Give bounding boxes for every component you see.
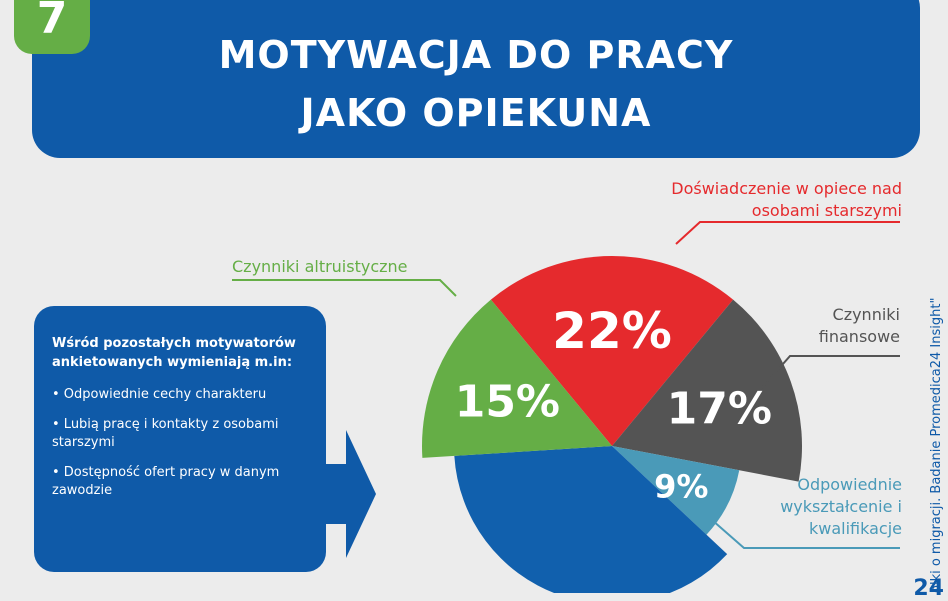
info-item: • Odpowiednie cechy charakteru (52, 387, 267, 402)
leader-line-teal (711, 519, 900, 549)
leader-line-red (675, 221, 900, 245)
logo-fragment: 24 (913, 576, 944, 601)
section-number-badge: 7 (14, 0, 90, 54)
slice-label-red: Doświadczenie w opiece nad osobami stars… (671, 179, 902, 220)
slice-green (422, 299, 612, 458)
slice-grey (612, 299, 803, 482)
value-label-red: 22% (552, 302, 672, 360)
page-title: MOTYWACJA DO PRACY JAKO OPIEKUNA (32, 26, 920, 142)
title-line-2: JAKO OPIEKUNA (300, 91, 652, 135)
arrow-icon (326, 430, 376, 558)
slice-red (490, 256, 734, 446)
value-label-green: 15% (455, 377, 560, 428)
other-motivators-box: Wśród pozostałych motywatorów ankietowan… (34, 306, 326, 572)
source-note: olki o migracji. Badanie Promedica24 Ins… (929, 297, 944, 593)
slice-blue (454, 446, 728, 593)
title-banner: MOTYWACJA DO PRACY JAKO OPIEKUNA (32, 0, 920, 158)
slice-label-grey: Czynniki finansowe (818, 305, 900, 346)
info-item: • Dostępność ofert pracy w danym zawodzi… (52, 465, 280, 498)
value-label-teal: 9% (654, 467, 708, 505)
title-line-1: MOTYWACJA DO PRACY (218, 33, 734, 77)
slice-teal (612, 446, 740, 535)
info-box-intro: Wśród pozostałych motywatorów ankietowan… (52, 336, 296, 370)
leader-line-green (232, 279, 457, 297)
value-label-grey: 17% (667, 383, 772, 434)
slice-label-green: Czynniki altruistyczne (232, 257, 408, 276)
slice-label-teal: Odpowiednie wykształcenie i kwalifikacje (780, 475, 902, 538)
leader-line-grey (759, 355, 900, 391)
info-item: • Lubią pracę i kontakty z osobami stars… (52, 417, 279, 450)
